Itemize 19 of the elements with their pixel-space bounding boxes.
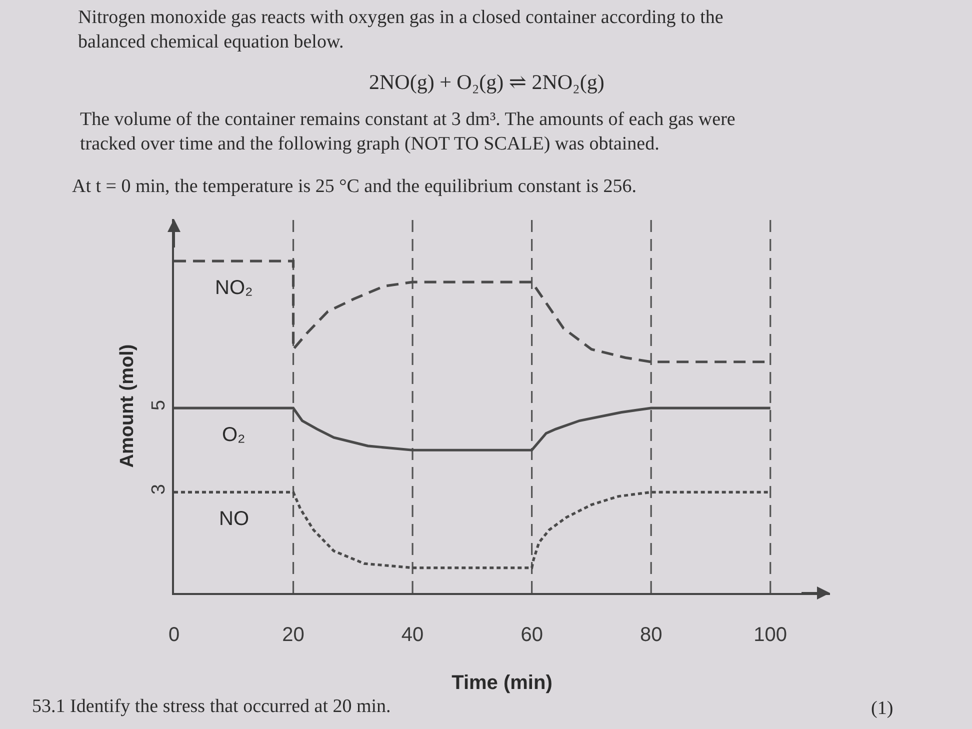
x-tick-label: 100 [754,624,788,646]
x-tick-label: 20 [282,624,304,646]
x-tick-label: 80 [640,624,662,646]
x-tick-label: 0 [168,624,180,646]
y-tick-label: 3 [148,484,170,495]
text: The volume of the container remains constant at 3 dm³. The amounts of each gas were tracked over time and the following graph (NOT TO SCALE) was obtained. [80,109,736,155]
text: (1) [871,698,894,719]
text: 53.1 Identify the stress that occurred at 20 min. [32,696,391,717]
x-axis-title: Time (min) [452,672,552,694]
chart-title: Nitrogen monoxide gas reacts with oxygen gas in a closed container according to the balanced chemical equation below. [78,6,724,52]
y-axis-title: Amount (mol) [116,344,138,468]
text: At t = 0 min, the temperature is 25 °C and the equilibrium constant is 256. [72,176,636,197]
series-label: NO₂ [215,277,253,299]
y-tick-label: 5 [148,400,170,411]
series-label: NO [219,508,249,530]
series-label: O₂ [222,424,246,446]
x-tick-label: 60 [520,624,543,646]
x-tick-label: 40 [401,624,424,646]
chart-subtitle: 2NO(g) + O₂(g) ⇌ 2NO₂(g) [369,70,604,94]
